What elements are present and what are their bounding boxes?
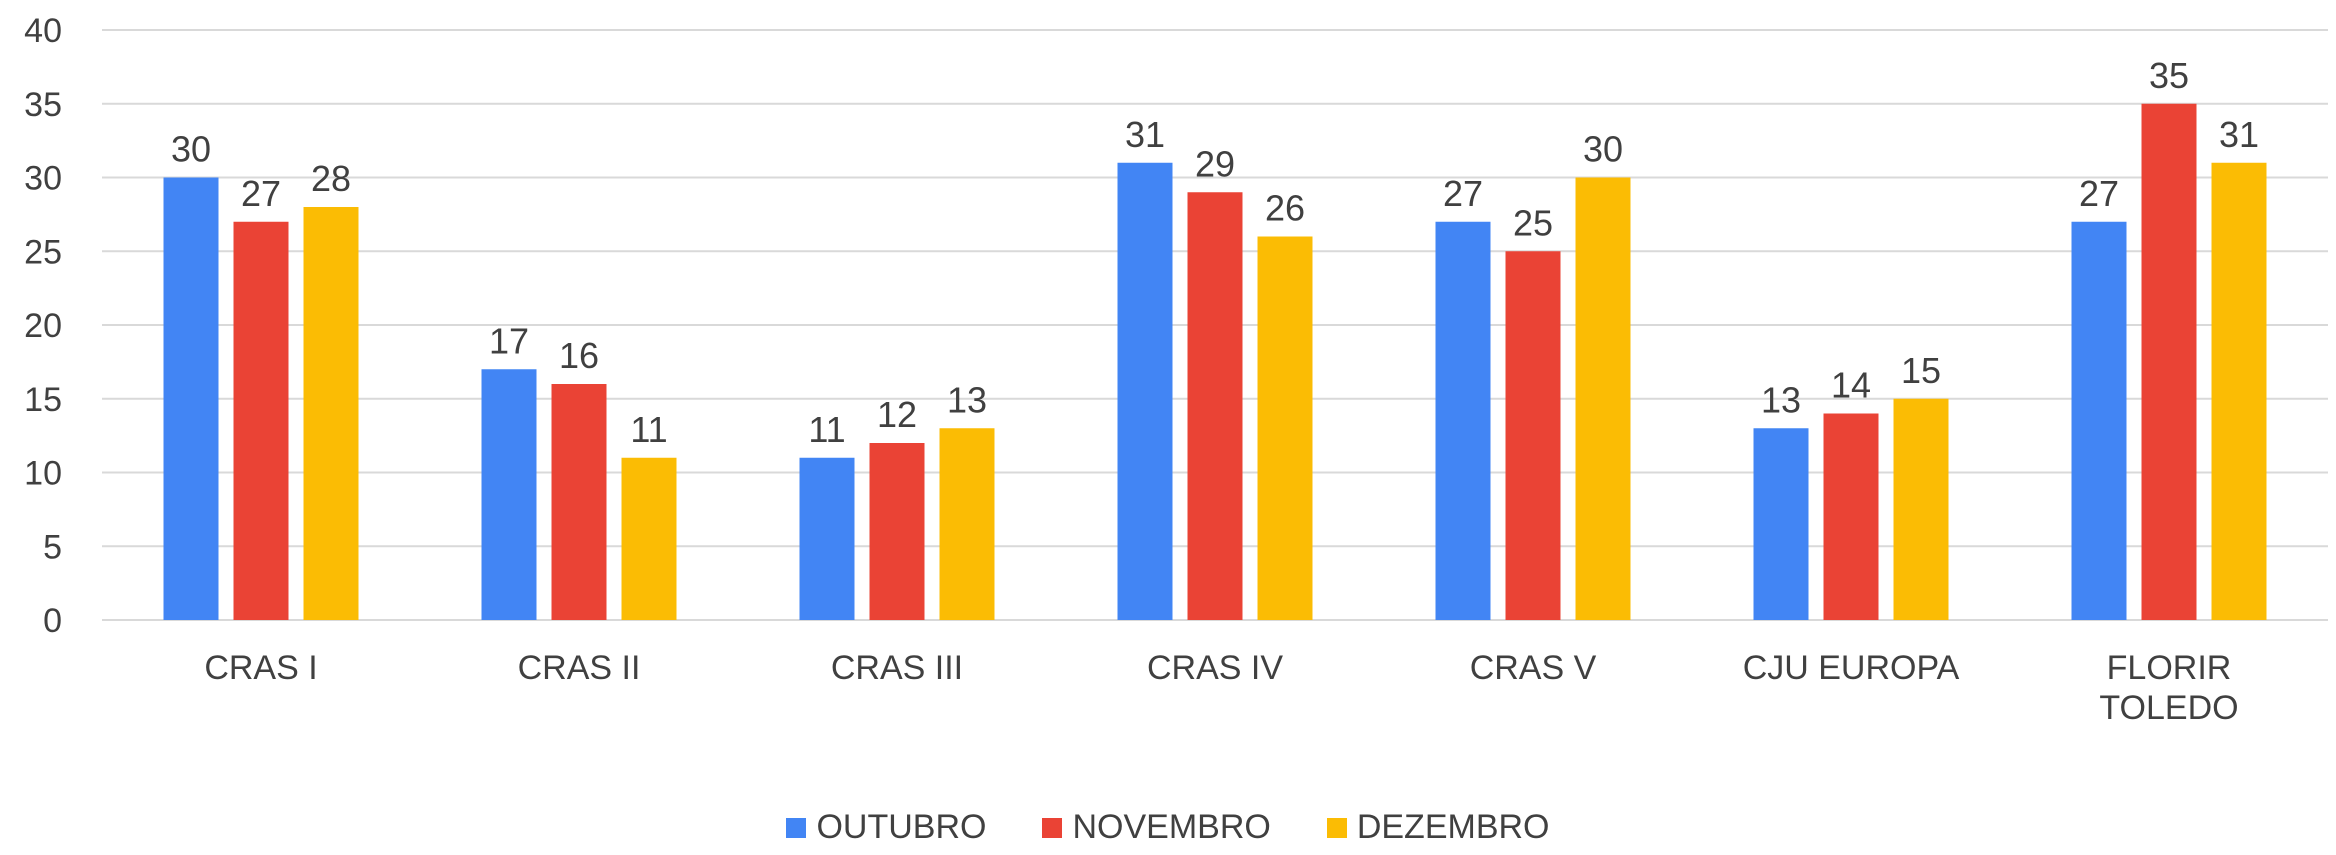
data-label: 13 [1761,379,1801,420]
bar [1257,236,1313,620]
bar [1893,398,1949,620]
data-label: 14 [1831,365,1871,406]
bar [1505,251,1561,620]
bar [163,177,219,620]
data-label: 31 [2219,114,2259,155]
x-tick-label: CRAS I [204,649,318,687]
x-tick-label: CJU EUROPA [1742,649,1960,687]
data-label: 17 [489,320,529,361]
data-label: 26 [1265,188,1305,229]
data-label: 11 [808,409,845,450]
bar [621,457,677,620]
x-tick-label: CRAS II [517,649,641,687]
legend-label: OUTUBRO [816,808,987,846]
bar [1117,162,1173,620]
bar [481,369,537,620]
bar [799,457,855,620]
data-label: 12 [877,394,917,435]
data-label: 16 [559,335,599,376]
bar [1187,192,1243,620]
legend: OUTUBRO NOVEMBRO DEZEMBRO [0,808,2336,847]
y-tick-label: 40 [24,12,62,50]
y-tick-label: 30 [24,160,62,198]
x-tick-label: CRAS IV [1146,649,1284,687]
legend-item: NOVEMBRO [1042,808,1271,847]
y-tick-label: 20 [24,307,62,345]
bar [2211,162,2267,620]
y-tick-label: 35 [24,86,62,124]
data-label: 13 [947,379,987,420]
bar [1753,428,1809,620]
legend-label: DEZEMBRO [1356,808,1550,846]
data-label: 30 [171,129,211,170]
data-label: 28 [311,158,351,199]
y-tick-label: 10 [24,455,62,493]
legend-label: NOVEMBRO [1072,808,1271,846]
y-tick-label: 5 [43,528,62,566]
x-tick-label: CRAS III [830,649,964,687]
bar [1575,177,1631,620]
bar [2071,221,2127,620]
bar [233,221,289,620]
y-tick-label: 15 [24,381,62,419]
bar [1435,221,1491,620]
bar [869,443,925,620]
data-label: 11 [630,409,667,450]
data-label: 35 [2149,55,2189,96]
x-tick-label: CRAS V [1469,649,1597,687]
x-tick-label: FLORIR TOLEDO [2099,649,2239,727]
bar [551,384,607,620]
y-tick-label: 25 [24,233,62,271]
bar [2141,103,2197,620]
data-label: 31 [1125,114,1165,155]
bar [1823,413,1879,620]
data-label: 30 [1583,129,1623,170]
data-label: 25 [1513,202,1553,243]
legend-item: OUTUBRO [786,808,986,847]
data-label: 27 [1443,173,1483,214]
legend-item: DEZEMBRO [1326,808,1550,847]
bar [303,207,359,620]
y-tick-label: 0 [43,602,62,640]
data-label: 27 [2079,173,2119,214]
data-label: 29 [1195,143,1235,184]
data-label: 27 [241,173,281,214]
legend-swatch [1042,817,1063,838]
legend-swatch [1326,817,1347,838]
data-label: 15 [1901,350,1941,391]
legend-swatch [786,817,807,838]
bar [939,428,995,620]
